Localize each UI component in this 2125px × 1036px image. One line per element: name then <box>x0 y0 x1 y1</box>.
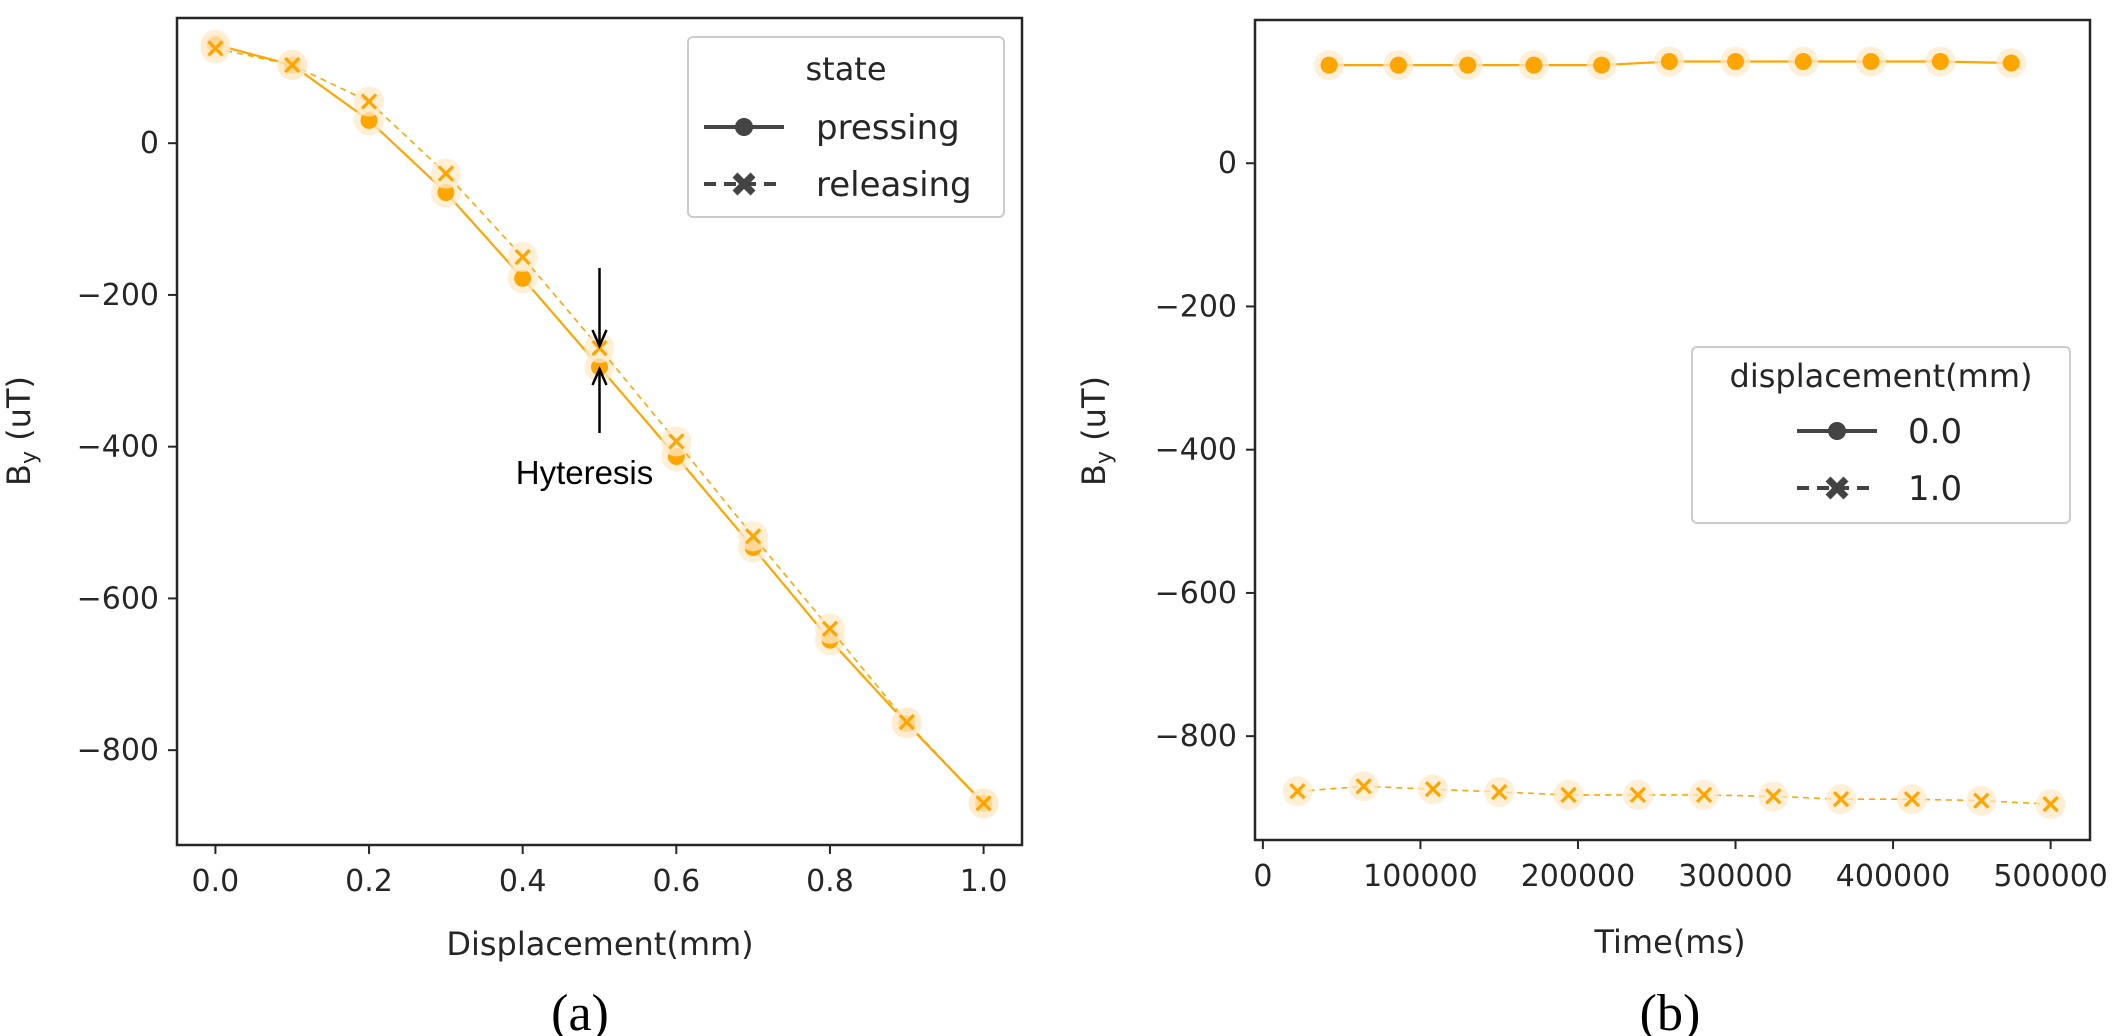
chart-b-x-ticks: 0 100000 200000 300000 400000 500000 <box>1253 840 2108 894</box>
data-point <box>514 248 531 266</box>
data-point <box>1424 781 1442 798</box>
data-point <box>1525 56 1543 74</box>
chart-b-x-tick-label: 400000 <box>1836 859 1951 894</box>
chart-b-x-tick-label: 200000 <box>1521 859 1636 894</box>
data-point <box>1765 788 1782 805</box>
data-point <box>668 433 685 450</box>
chart-b-x-axis-label: Time(ms) <box>1593 923 1745 961</box>
chart-b-y-tick-label: −600 <box>1155 576 1237 611</box>
data-point <box>1660 53 1678 71</box>
chart-b-y-ticks: 0 −200 −400 −600 −800 <box>1155 146 1255 754</box>
data-point <box>437 165 454 182</box>
data-point <box>1355 778 1372 795</box>
chart-a-y-axis-label-unit: (uT) <box>0 376 38 451</box>
chart-b-legend-box <box>1691 346 2071 524</box>
hysteresis-arrowhead-down <box>591 329 608 350</box>
chart-b: 0 100000 200000 300000 400000 500000 0 −200 −40… <box>1075 18 2108 1036</box>
data-point <box>1727 53 1745 71</box>
series-line-releasing <box>215 47 985 804</box>
chart-a-y-ticks: 0 −200 −400 −600 −800 <box>77 126 177 768</box>
chart-b-legend-marker-1 <box>1825 476 1849 500</box>
chart-b-legend-label-1: 1.0 <box>1908 469 1962 509</box>
data-point <box>1629 786 1646 804</box>
data-point <box>284 56 301 74</box>
data-point <box>360 111 378 129</box>
chart-b-y-axis-label-unit: (uT) <box>1075 376 1113 451</box>
chart-a-legend-box <box>687 36 1005 218</box>
chart-b-y-axis-label-base: B <box>1075 464 1113 486</box>
chart-b-x-tick-label: 0 <box>1253 859 1272 894</box>
chart-a-x-tick-label: 1.0 <box>960 864 1008 899</box>
chart-a-y-tick-label: −200 <box>77 278 159 313</box>
data-point <box>1931 53 1949 71</box>
data-point <box>207 40 224 57</box>
chart-b-y-tick-label: 0 <box>1218 146 1237 181</box>
chart-b-legend-label-0: 0.0 <box>1908 412 1962 452</box>
chart-b-series <box>1282 46 2066 820</box>
data-point <box>437 184 455 202</box>
data-point <box>514 269 532 287</box>
chart-a-y-axis-label-sub: y <box>17 451 42 464</box>
chart-b-y-tick-label: −200 <box>1155 289 1237 324</box>
data-point <box>2002 54 2020 72</box>
chart-b-x-tick-label: 100000 <box>1363 859 1478 894</box>
chart-b-y-tick-label: −400 <box>1155 433 1237 468</box>
data-point <box>1459 56 1477 74</box>
data-point <box>1389 56 1407 74</box>
data-point <box>1973 792 1990 809</box>
data-point <box>2042 796 2059 813</box>
data-point <box>745 528 762 545</box>
chart-a-x-tick-label: 0.8 <box>806 864 854 899</box>
hysteresis-arrowhead-up <box>591 365 608 386</box>
data-point <box>1695 786 1713 804</box>
chart-a-y-axis-label: By (uT) <box>0 376 42 486</box>
chart-b-legend-marker-0 <box>1828 422 1846 440</box>
chart-a-x-tick-label: 0.6 <box>652 864 700 899</box>
data-point <box>1593 56 1611 74</box>
data-point <box>821 620 839 637</box>
data-point <box>898 713 915 731</box>
chart-a-y-tick-label: −400 <box>77 430 159 465</box>
data-point <box>360 93 378 110</box>
data-point <box>975 795 992 812</box>
chart-a-x-tick-label: 0.2 <box>345 864 393 899</box>
data-point <box>1560 786 1577 804</box>
chart-a-x-axis-label: Displacement(mm) <box>446 925 753 963</box>
chart-a-y-tick-label: −800 <box>77 733 159 768</box>
chart-a-annotation: Hyteresis <box>516 268 654 491</box>
chart-a-series <box>200 29 999 819</box>
data-point <box>1903 791 1921 808</box>
chart-a-legend-label-releasing: releasing <box>816 165 972 205</box>
chart-a-y-tick-label: −600 <box>77 581 159 616</box>
chart-b-y-axis-label-sub: y <box>1092 451 1117 464</box>
hysteresis-label: Hyteresis <box>516 454 654 491</box>
data-point <box>1794 53 1812 71</box>
chart-a-legend: state pressing releasing <box>687 36 1005 218</box>
chart-b-x-tick-label: 500000 <box>1993 859 2108 894</box>
data-point <box>1491 783 1508 801</box>
chart-a-legend-marker-releasing <box>732 172 756 196</box>
data-point <box>1862 53 1880 71</box>
chart-a-x-tick-label: 0.0 <box>192 864 240 899</box>
chart-a-x-ticks: 0.0 0.2 0.4 0.6 0.8 1.0 <box>192 845 1008 899</box>
chart-b-legend: displacement(mm) 0.0 1.0 <box>1691 346 2071 524</box>
chart-a-legend-label-pressing: pressing <box>816 108 960 148</box>
chart-a-x-tick-label: 0.4 <box>499 864 547 899</box>
data-point <box>1289 783 1306 800</box>
chart-a-y-tick-label: 0 <box>140 126 159 161</box>
panel-label-b: (b) <box>1640 985 1701 1036</box>
chart-a: 0.0 0.2 0.4 0.6 0.8 1.0 0 −200 −400 −600 −800 Hyt… <box>0 16 1024 1036</box>
chart-a-legend-marker-pressing <box>735 118 753 136</box>
panel-label-a: (a) <box>551 985 609 1036</box>
data-point <box>1832 791 1850 808</box>
chart-b-y-tick-label: −800 <box>1155 719 1237 754</box>
chart-a-legend-title: state <box>805 50 886 88</box>
chart-a-y-axis-label-base: B <box>0 464 38 486</box>
data-point <box>1320 56 1338 74</box>
chart-b-x-tick-label: 300000 <box>1678 859 1793 894</box>
chart-b-legend-title: displacement(mm) <box>1730 357 2033 395</box>
chart-b-y-axis-label: By (uT) <box>1075 376 1117 486</box>
